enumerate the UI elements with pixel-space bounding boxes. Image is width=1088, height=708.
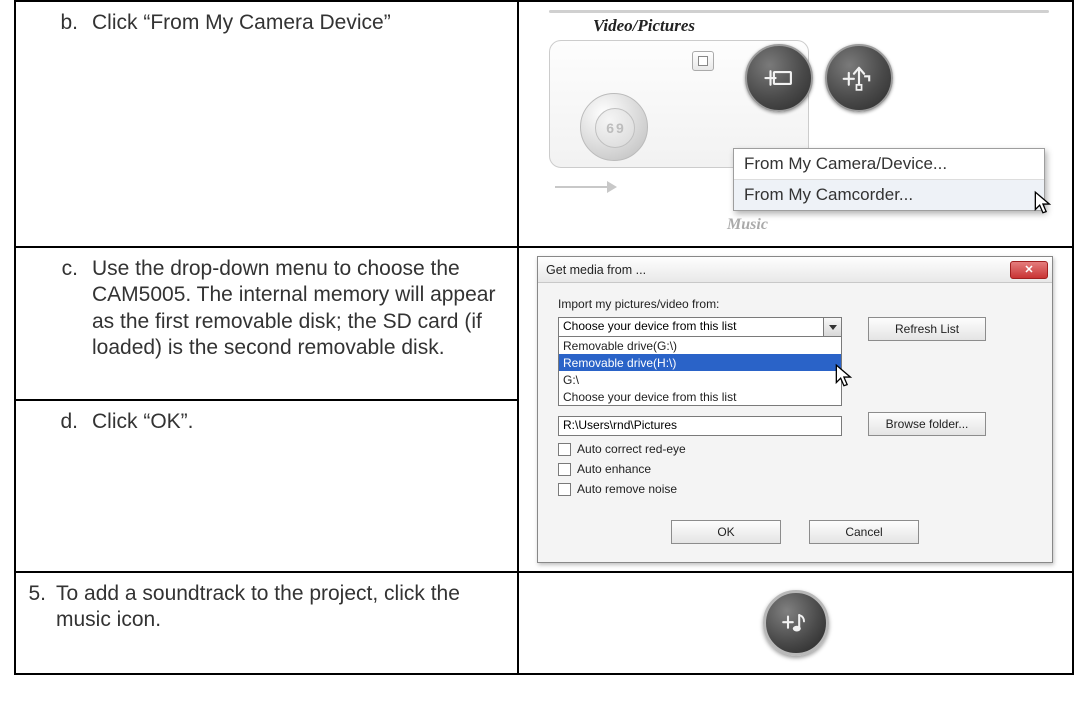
- checkbox-enhance[interactable]: [558, 463, 571, 476]
- checkbox-noise[interactable]: [558, 483, 571, 496]
- device-combobox[interactable]: Choose your device from this list: [558, 317, 842, 337]
- step-5-cell: 5. To add a soundtrack to the project, c…: [15, 572, 518, 674]
- context-menu: From My Camera/Device... From My Camcord…: [733, 148, 1045, 211]
- step-text: Use the drop-down menu to choose the CAM…: [92, 256, 507, 361]
- cursor-icon: [834, 363, 856, 394]
- dialog-illustration: Get media from ... ✕ Import my pictures/…: [518, 247, 1073, 572]
- device-list: Removable drive(G:\) Removable drive(H:\…: [558, 337, 842, 406]
- list-item[interactable]: G:\: [559, 371, 841, 388]
- step-letter: c.: [44, 256, 92, 361]
- menu-item-camera[interactable]: From My Camera/Device...: [734, 149, 1044, 179]
- checkbox-row: Auto remove noise: [558, 482, 1032, 496]
- import-label: Import my pictures/video from:: [558, 297, 1032, 311]
- step-number: 5.: [26, 581, 56, 634]
- checkbox-row: Auto enhance: [558, 462, 1032, 476]
- close-button[interactable]: ✕: [1010, 261, 1048, 279]
- step-d-cell: d. Click “OK”.: [15, 400, 518, 572]
- dialog-title: Get media from ...: [546, 263, 646, 277]
- step-letter: d.: [44, 409, 92, 435]
- step-letter: b.: [44, 10, 92, 36]
- step-c-cell: c. Use the drop-down menu to choose the …: [15, 247, 518, 400]
- list-item[interactable]: Removable drive(G:\): [559, 337, 841, 354]
- step-text: Click “From My Camera Device”: [92, 10, 507, 36]
- section-title: Video/Pictures: [593, 16, 695, 36]
- cancel-button[interactable]: Cancel: [809, 520, 919, 544]
- refresh-list-button[interactable]: Refresh List: [868, 317, 986, 341]
- menu-item-camcorder[interactable]: From My Camcorder...: [734, 179, 1044, 210]
- checkbox-row: Auto correct red-eye: [558, 442, 1032, 456]
- browse-folder-button[interactable]: Browse folder...: [868, 412, 986, 436]
- combobox-value: Choose your device from this list: [563, 319, 736, 333]
- music-label: Music: [727, 216, 768, 234]
- video-pictures-illustration: Video/Pictures 69: [518, 1, 1073, 247]
- window-icon[interactable]: [692, 51, 714, 71]
- path-input[interactable]: R:\Users\rnd\Pictures: [558, 416, 842, 436]
- step-text: To add a soundtrack to the project, clic…: [56, 581, 507, 634]
- checkbox-label: Auto correct red-eye: [577, 442, 686, 456]
- checkbox-red-eye[interactable]: [558, 443, 571, 456]
- chevron-down-icon[interactable]: [823, 318, 841, 336]
- checkbox-label: Auto enhance: [577, 462, 651, 476]
- list-item[interactable]: Choose your device from this list: [559, 388, 841, 405]
- music-icon-cell: [518, 572, 1073, 674]
- cursor-icon: [1033, 190, 1055, 221]
- add-from-device-button[interactable]: [825, 44, 893, 112]
- step-b-cell: b. Click “From My Camera Device”: [15, 1, 518, 247]
- checkbox-label: Auto remove noise: [577, 482, 677, 496]
- arrow-icon: [555, 186, 615, 188]
- list-item[interactable]: Removable drive(H:\): [559, 354, 841, 371]
- get-media-dialog: Get media from ... ✕ Import my pictures/…: [537, 256, 1053, 563]
- step-text: Click “OK”.: [92, 409, 507, 435]
- add-video-button[interactable]: [745, 44, 813, 112]
- instruction-table: b. Click “From My Camera Device” Video/P…: [14, 0, 1074, 675]
- add-music-button[interactable]: [763, 590, 829, 656]
- dial-knob[interactable]: 69: [580, 93, 648, 161]
- ok-button[interactable]: OK: [671, 520, 781, 544]
